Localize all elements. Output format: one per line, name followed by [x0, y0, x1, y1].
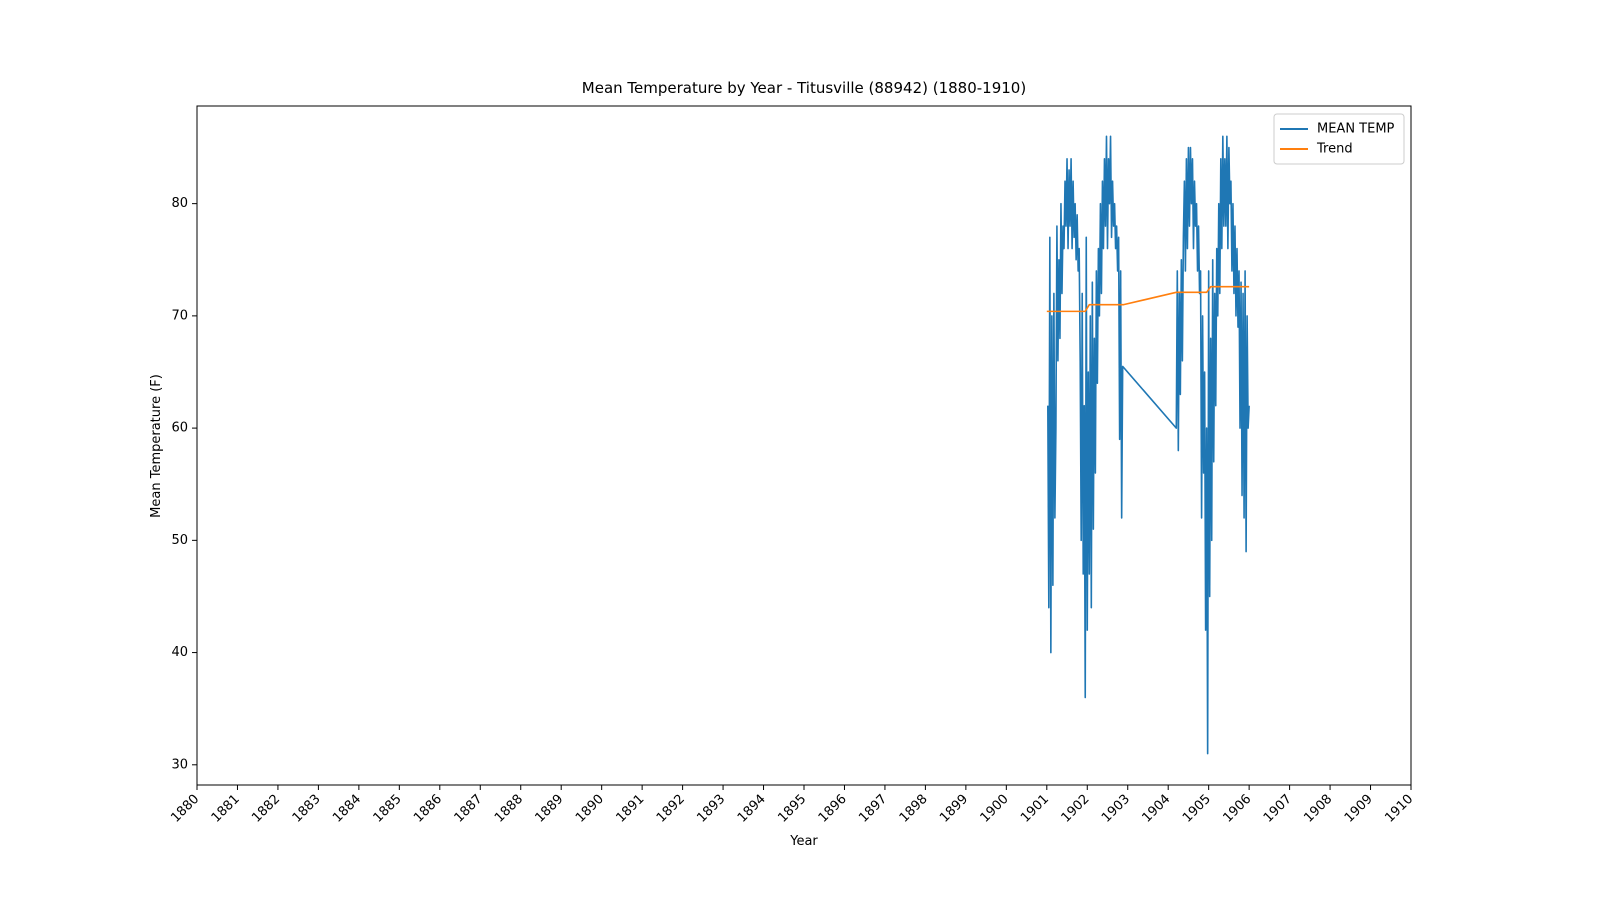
legend-label: MEAN TEMP: [1317, 122, 1395, 137]
y-tick-label: 80: [171, 196, 188, 211]
x-tick-label: 1893: [694, 792, 728, 826]
legend-label: Trend: [1316, 142, 1353, 157]
x-tick-label: 1891: [613, 792, 647, 826]
data-line: [1047, 135, 1250, 755]
x-tick-label: 1902: [1059, 792, 1093, 826]
x-tick-label: 1886: [411, 792, 445, 826]
y-tick-label: 30: [171, 757, 188, 772]
x-tick-label: 1892: [654, 792, 688, 826]
x-tick-label: 1903: [1099, 792, 1133, 826]
x-tick-label: 1887: [452, 792, 486, 826]
x-tick-label: 1890: [573, 792, 607, 826]
x-tick-label: 1882: [249, 792, 283, 826]
x-tick-label: 1880: [168, 792, 202, 826]
legend: MEAN TEMP Trend: [1273, 113, 1405, 165]
x-tick-label: 1881: [209, 792, 243, 826]
legend-box: [1273, 113, 1405, 165]
x-tick-label: 1888: [492, 792, 526, 826]
x-tick-label: 1897: [856, 792, 890, 826]
x-tick-label: 1884: [330, 792, 364, 826]
x-tick-label: 1905: [1180, 792, 1214, 826]
plot-frame: [196, 105, 1412, 786]
x-tick-label: 1898: [897, 792, 931, 826]
x-tick-label: 1907: [1261, 792, 1295, 826]
data-line: [1046, 285, 1250, 313]
y-tick-label: 50: [171, 533, 188, 548]
x-tick-label: 1899: [937, 792, 971, 826]
x-tick-label: 1901: [1018, 792, 1052, 826]
x-tick-label: 1895: [775, 792, 809, 826]
x-axis-label: Year: [789, 834, 818, 849]
x-tick-label: 1900: [978, 792, 1012, 826]
x-tick-label: 1883: [290, 792, 324, 826]
y-tick-label: 60: [171, 421, 188, 436]
chart-title: Mean Temperature by Year - Titusville (8…: [582, 79, 1026, 97]
x-tick-label: 1896: [816, 792, 850, 826]
x-tick-label: 1885: [371, 792, 405, 826]
y-tick-label: 70: [171, 308, 188, 323]
y-tick-label: 40: [171, 645, 188, 660]
x-tick-label: 1910: [1382, 792, 1416, 826]
x-tick-label: 1906: [1220, 792, 1254, 826]
x-tick-label: 1889: [532, 792, 566, 826]
x-tick-label: 1904: [1139, 792, 1173, 826]
x-tick-label: 1894: [735, 792, 769, 826]
x-tick-label: 1908: [1301, 792, 1335, 826]
x-tick-label: 1909: [1342, 792, 1376, 826]
y-axis-label: Mean Temperature (F): [149, 374, 164, 518]
